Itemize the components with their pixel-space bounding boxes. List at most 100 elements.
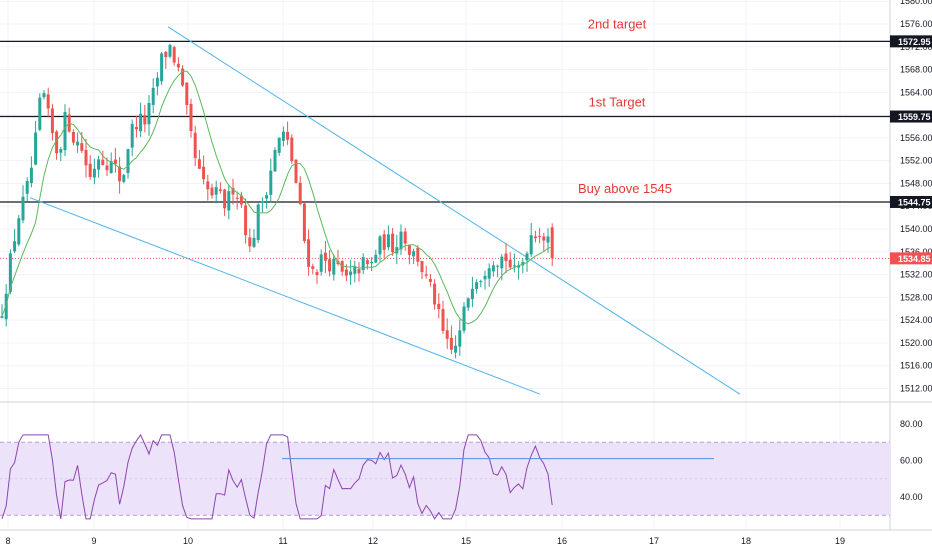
- candle-body: [340, 261, 344, 272]
- candle-body: [97, 159, 101, 170]
- price-tick-label: 1548.00: [900, 178, 932, 188]
- candle-body: [176, 63, 180, 68]
- time-tick-label: 16: [557, 536, 567, 546]
- candle-body: [407, 245, 411, 255]
- candle-body: [105, 165, 109, 171]
- candle-body: [370, 262, 374, 264]
- candle-body: [8, 253, 12, 292]
- annotation-label: Buy above 1545: [578, 181, 672, 196]
- candle-body: [17, 218, 21, 245]
- candle-body: [206, 181, 210, 190]
- candle-body: [139, 113, 143, 132]
- candle-body: [80, 143, 84, 151]
- candle-body: [0, 316, 4, 318]
- annotations: 2nd target 1st Target Buy above 1545: [578, 16, 672, 196]
- level-badge-label: 1544.75: [898, 197, 931, 207]
- candle-body: [42, 93, 46, 98]
- axes: 1580.001576.001572.001568.001564.001560.…: [5, 0, 932, 546]
- candle-body: [483, 275, 487, 280]
- candle-body: [416, 248, 420, 262]
- level-badge: [890, 110, 932, 123]
- candle-body: [223, 189, 227, 209]
- level-badge: [890, 195, 932, 208]
- candle-body: [76, 141, 80, 146]
- candle-body: [101, 159, 105, 166]
- candle-body: [46, 94, 50, 109]
- last-price-badge: [890, 252, 932, 265]
- price-tick-label: 1556.00: [900, 133, 932, 143]
- price-tick-label: 1580.00: [900, 0, 932, 6]
- level-badge-label: 1572.95: [898, 37, 931, 47]
- candle-body: [357, 269, 361, 274]
- candle-body: [374, 254, 378, 263]
- candle-body: [382, 234, 386, 250]
- candle-body: [34, 132, 38, 165]
- candle-body: [202, 166, 206, 180]
- time-tick-label: 9: [91, 536, 96, 546]
- candle-body: [21, 196, 25, 221]
- candle-body: [286, 131, 290, 140]
- candle-body: [365, 260, 369, 265]
- candle-body: [332, 258, 336, 275]
- candle-body: [353, 266, 357, 274]
- candle-body: [491, 265, 495, 272]
- candle-body: [256, 204, 260, 240]
- candle-body: [500, 256, 504, 269]
- candle-body: [126, 149, 130, 174]
- wedge-upper-trendline[interactable]: [167, 26, 741, 395]
- price-tick-label: 1532.00: [900, 270, 932, 280]
- candle-body: [59, 149, 63, 153]
- candle-body: [260, 201, 264, 203]
- candle-body: [512, 265, 516, 267]
- candle-body: [302, 203, 306, 241]
- price-tick-label: 1520.00: [900, 338, 932, 348]
- candle-body: [4, 293, 8, 320]
- level-badge: [890, 35, 932, 48]
- candle-body: [134, 127, 138, 130]
- wedge-lower-trendline[interactable]: [29, 197, 541, 395]
- price-tick-label: 1552.00: [900, 156, 932, 166]
- moving-average: [1, 70, 553, 325]
- candle-body: [252, 237, 256, 247]
- candle-body: [496, 265, 500, 267]
- candle-body: [265, 195, 269, 199]
- candle-body: [130, 123, 134, 148]
- candle-body: [437, 303, 441, 309]
- time-tick-label: 15: [461, 536, 471, 546]
- candle-body: [412, 251, 416, 257]
- candle-body: [231, 187, 235, 195]
- candle-body: [269, 170, 273, 195]
- candle-body: [290, 137, 294, 162]
- candle-body: [210, 187, 214, 196]
- price-tick-label: 1512.00: [900, 384, 932, 394]
- candle-body: [218, 189, 222, 192]
- rsi-tick-label: 60.00: [900, 456, 923, 466]
- candle-body: [546, 236, 550, 243]
- candle-body: [315, 271, 319, 276]
- time-tick-label: 18: [741, 536, 751, 546]
- candle-body: [479, 281, 483, 283]
- candle-body: [189, 103, 193, 132]
- candle-body: [109, 161, 113, 174]
- candle-body: [84, 149, 88, 166]
- candle-body: [529, 235, 533, 255]
- price-tick-label: 1528.00: [900, 292, 932, 302]
- candle-body: [386, 234, 390, 248]
- candle-body: [487, 268, 491, 279]
- candle-body: [466, 298, 470, 308]
- horizontal-levels[interactable]: [0, 40, 890, 259]
- time-tick-label: 8: [5, 536, 10, 546]
- candle-body: [155, 77, 159, 87]
- candle-body: [344, 269, 348, 276]
- last-price-badge-label: 1534.85: [898, 254, 931, 264]
- candle-body: [538, 236, 542, 238]
- candle-body: [71, 132, 75, 143]
- candle-body: [449, 337, 453, 350]
- candle-body: [533, 236, 537, 239]
- price-tick-label: 1540.00: [900, 224, 932, 234]
- rsi-line: [1, 433, 553, 520]
- trendlines[interactable]: [29, 26, 741, 395]
- rsi-panel: [0, 433, 890, 520]
- candle-body: [445, 330, 449, 339]
- candle-body: [29, 167, 33, 184]
